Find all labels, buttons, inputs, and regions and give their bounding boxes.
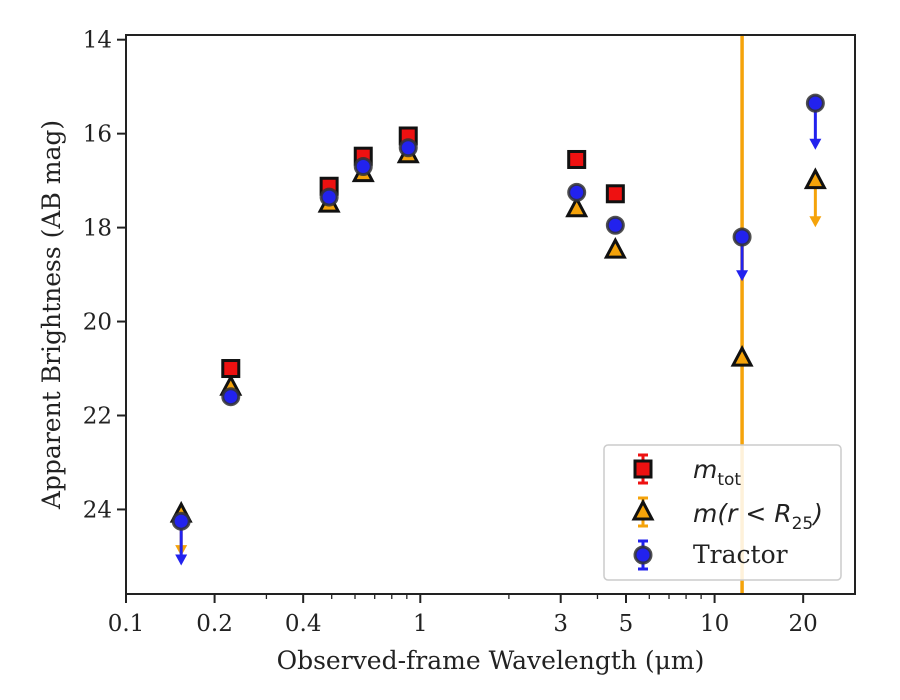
data-point (605, 215, 625, 235)
x-tick-label: 0.4 (285, 611, 322, 637)
x-tick-label: 20 (789, 611, 818, 637)
data-point (353, 157, 373, 177)
x-tick-label: 5 (619, 611, 634, 637)
data-point (732, 227, 752, 247)
data-point (603, 236, 627, 259)
x-axis-ticks: 0.1 0.2 0.4 1 3 5 10 20 (108, 594, 818, 637)
data-point (221, 387, 241, 407)
x-tick-label: 0.1 (108, 611, 145, 637)
data-point (803, 167, 827, 190)
y-axis-title: Apparent Brightness (AB mag) (37, 120, 66, 510)
data-point (565, 195, 589, 218)
legend-marker (633, 459, 653, 479)
data-point (567, 182, 587, 202)
legend-markers (631, 453, 655, 571)
data-point (221, 359, 241, 379)
legend-frame (603, 444, 842, 581)
y-tick-label: 16 (83, 122, 112, 148)
data-point (730, 344, 754, 367)
upper-limit-arrowhead (809, 138, 822, 150)
x-axis-title: Observed-frame Wavelength (μm) (277, 646, 705, 675)
legend-label-mtot: mtot (693, 455, 741, 490)
x-tick-label: 10 (700, 611, 729, 637)
data-point (319, 187, 339, 207)
legend-marker (631, 498, 655, 521)
data-point (805, 93, 825, 113)
y-tick-label: 22 (83, 403, 112, 429)
upper-limit-arrowhead (175, 554, 188, 566)
y-tick-label: 18 (83, 216, 112, 242)
data-point (567, 149, 587, 169)
legend-label-tractor: Tractor (693, 540, 788, 569)
y-tick-label: 24 (83, 497, 112, 523)
y-axis-ticks: 14 16 18 20 22 24 (83, 28, 126, 523)
legend: mtot m(r < R25) Tractor (603, 444, 842, 581)
x-tick-label: 3 (553, 611, 568, 637)
series-layer (169, 36, 827, 593)
y-tick-label: 20 (83, 310, 112, 336)
data-point (605, 184, 625, 204)
upper-limit-arrowhead (809, 216, 822, 228)
legend-label-mr25: m(r < R25) (693, 499, 823, 534)
data-point (398, 138, 418, 158)
y-tick-label: 14 (83, 28, 112, 54)
upper-limit-arrowhead (736, 270, 749, 282)
data-point (171, 511, 191, 531)
legend-marker (633, 545, 653, 565)
x-tick-label: 0.2 (196, 611, 233, 637)
x-tick-label: 1 (413, 611, 428, 637)
